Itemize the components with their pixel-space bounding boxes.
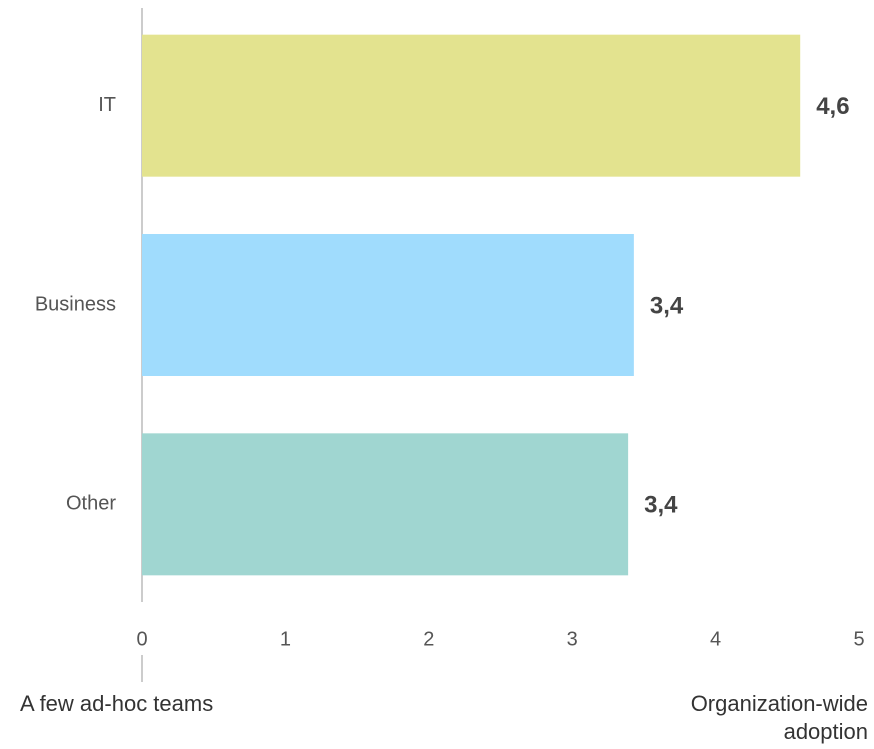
- x-tick-label: 4: [710, 628, 721, 650]
- x-axis-low-label: A few ad-hoc teams: [20, 691, 214, 716]
- x-tick-label: 5: [853, 628, 864, 650]
- x-tick-label: 1: [280, 628, 291, 650]
- y-tick-label: Other: [66, 493, 116, 515]
- x-tick-label: 0: [136, 628, 147, 650]
- bar: [142, 34, 801, 177]
- x-tick-label: 3: [567, 628, 578, 650]
- x-tick-label: 2: [423, 628, 434, 650]
- y-tick-label: IT: [98, 94, 116, 116]
- bar: [142, 433, 629, 576]
- y-tick-label: Business: [35, 293, 116, 315]
- value-label: 3,4: [644, 492, 678, 519]
- x-axis-high-label: Organization-wide adoption: [690, 691, 868, 744]
- value-label: 4,6: [816, 93, 849, 120]
- bar: [142, 234, 634, 376]
- value-label: 3,4: [650, 292, 684, 319]
